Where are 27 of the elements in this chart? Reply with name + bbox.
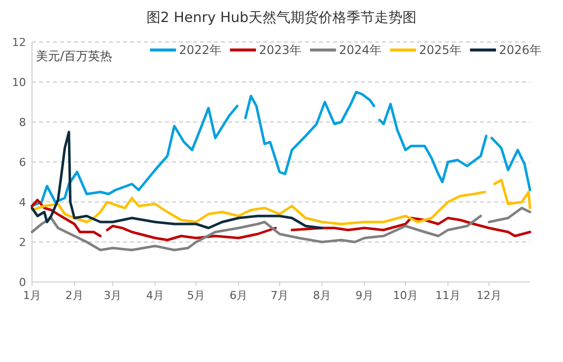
y-tick-label: 4 <box>19 196 26 209</box>
x-tick-label: 4月 <box>146 289 164 302</box>
x-tick-label: 2月 <box>65 289 84 302</box>
y-tick-label: 8 <box>19 116 26 129</box>
legend-label: 2023年 <box>259 43 302 57</box>
y-tick-label: 10 <box>12 76 26 89</box>
y-axis-title: 美元/百万英热 <box>36 49 112 63</box>
line-series <box>30 130 324 230</box>
x-tick-label: 10月 <box>393 289 418 302</box>
legend-label: 2024年 <box>339 43 382 57</box>
x-tick-label: 1月 <box>23 289 41 302</box>
x-tick-label: 6月 <box>230 289 248 302</box>
y-tick-label: 6 <box>19 156 26 169</box>
y-tick-label: 12 <box>12 36 26 49</box>
x-tick-label: 3月 <box>104 289 122 302</box>
x-tick-label: 9月 <box>355 289 374 302</box>
x-tick-label: 7月 <box>270 289 289 302</box>
y-tick-label: 0 <box>19 276 26 289</box>
legend-label: 2026年 <box>499 43 542 57</box>
x-tick-label: 5月 <box>187 289 206 302</box>
x-tick-label: 12月 <box>476 289 502 302</box>
x-tick-label: 8月 <box>313 289 332 302</box>
chart-title: 图2 Henry Hub天然气期货价格季节走势图 <box>146 10 417 26</box>
legend-label: 2022年 <box>179 43 222 57</box>
legend-label: 2025年 <box>419 43 462 57</box>
y-tick-label: 2 <box>19 236 26 249</box>
x-tick-label: 11月 <box>435 289 460 302</box>
